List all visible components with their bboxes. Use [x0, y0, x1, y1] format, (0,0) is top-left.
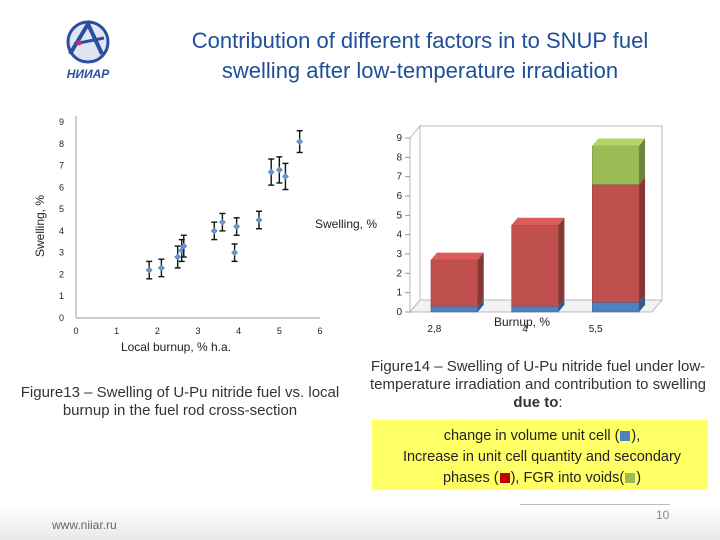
- footer-url[interactable]: www.niiar.ru: [52, 518, 117, 532]
- bar-top-face: [511, 217, 565, 225]
- bar-segment-side: [639, 177, 646, 303]
- bar-x-ticks: 2,8 4 5,5: [427, 324, 603, 335]
- scatter-point: [255, 216, 263, 224]
- bar-y-tick-label: 2: [396, 268, 402, 279]
- bar-segment-side: [558, 217, 565, 307]
- scatter-point: [267, 168, 275, 176]
- bar-segment-side: [639, 295, 646, 312]
- figure14-caption-text: Figure14 – Swelling of U-Pu nitride fuel…: [369, 358, 707, 393]
- bar-chart-bars: [430, 138, 646, 313]
- bar-top-face: [592, 138, 646, 146]
- legend-line-3: phases (), FGR into voids(): [442, 470, 642, 486]
- legend-swatch-green: [625, 473, 636, 484]
- bar-y-tick-label: 6: [396, 191, 402, 202]
- figure14-caption-bold: due to: [513, 394, 559, 411]
- scatter-point: [174, 253, 182, 261]
- bar-y-tick-label: 8: [396, 152, 402, 163]
- scatter-point: [233, 223, 241, 230]
- bar-y-tick-label: 0: [396, 307, 402, 318]
- scatter-y-axis-label: Swelling, %: [33, 195, 47, 257]
- scatter-points: [145, 130, 304, 280]
- bar-y-tick-label: 7: [396, 172, 402, 183]
- bar-segment-side: [477, 299, 484, 312]
- bar-y-tick-label: 4: [396, 230, 402, 241]
- page-number: 10: [656, 508, 670, 522]
- scatter-point: [180, 242, 188, 250]
- scatter-point: [210, 227, 218, 235]
- bar-segment-side: [558, 299, 565, 312]
- title-line-2: swelling after low-temperature irradiati…: [221, 58, 619, 83]
- bar-y-ticks: 0 1 2 3 4 5 6 7 8 9: [396, 133, 410, 318]
- legend-background: [372, 420, 708, 490]
- scatter-y-tick-label: 4: [59, 226, 64, 236]
- scatter-x-tick-label: 3: [195, 326, 200, 336]
- bar-segment: [430, 259, 478, 307]
- figure14-caption: Figure14 – Swelling of U-Pu nitride fuel…: [366, 358, 710, 412]
- scatter-y-tick-label: 6: [59, 182, 64, 192]
- bar-x-tick-label: 5,5: [589, 324, 603, 335]
- niiar-logo: НИИАР: [52, 14, 124, 84]
- scatter-y-ticks: 0 1 2 3 4 5 6 7 8 9: [59, 117, 64, 323]
- legend-line-2: Increase in unit cell quantity and secon…: [402, 449, 682, 465]
- bar-segment-side: [477, 252, 484, 307]
- scatter-y-tick-label: 8: [59, 139, 64, 149]
- figure14-caption-end: :: [558, 394, 563, 411]
- page-title: Contribution of different factors in to …: [140, 26, 700, 86]
- bar-chart-side-wall: [409, 124, 421, 314]
- legend-swatch-red: [499, 473, 510, 484]
- scatter-point: [145, 266, 153, 274]
- figure13-caption: Figure13 – Swelling of U-Pu nitride fuel…: [20, 384, 340, 419]
- scatter-x-tick-label: 5: [277, 326, 282, 336]
- scatter-axes: [75, 116, 320, 319]
- bar-x-axis-label: Burnup, %: [494, 315, 550, 329]
- bar-segment: [592, 302, 640, 313]
- logo-text: НИИАР: [67, 67, 111, 81]
- bar-segment: [592, 145, 640, 185]
- stacked-bar-chart: 0 1 2 3 4 5 6 7 8 9 2,8 4 5,5 Swelling, % Burnup, %: [315, 124, 664, 335]
- bar-segment: [511, 224, 559, 307]
- scatter-y-tick-label: 0: [59, 313, 64, 323]
- scatter-point: [296, 138, 304, 146]
- scatter-x-tick-label: 2: [155, 326, 160, 336]
- legend: change in volume unit cell (), Increase …: [376, 426, 708, 489]
- scatter-y-tick-label: 5: [59, 204, 64, 214]
- scatter-point: [275, 166, 283, 174]
- legend-swatch-blue: [620, 431, 631, 442]
- scatter-point: [282, 173, 289, 180]
- scatter-x-tick-label: 6: [317, 326, 322, 336]
- bar-top-face: [430, 252, 484, 260]
- scatter-y-tick-label: 3: [59, 248, 64, 258]
- bar-segment: [592, 184, 640, 303]
- bar-y-tick-label: 9: [396, 133, 402, 144]
- bar-y-axis-label: Swelling, %: [315, 217, 377, 231]
- scatter-x-tick-label: 0: [73, 326, 78, 336]
- legend-line-1: change in volume unit cell (),: [443, 428, 641, 444]
- scatter-point: [218, 218, 226, 226]
- title-line-1: Contribution of different factors in to …: [191, 28, 649, 53]
- bar-segment: [511, 305, 559, 313]
- footer: [0, 506, 720, 540]
- bar-segment: [430, 305, 478, 313]
- scatter-y-tick-label: 9: [59, 117, 64, 127]
- page-divider: [520, 504, 670, 505]
- scatter-x-tick-label: 1: [114, 326, 119, 336]
- bar-y-tick-label: 1: [396, 288, 402, 299]
- bar-y-tick-label: 3: [396, 249, 402, 260]
- scatter-point: [157, 264, 165, 272]
- scatter-point: [231, 249, 239, 257]
- scatter-y-tick-label: 1: [59, 291, 64, 301]
- bar-x-tick-label: 4: [522, 324, 528, 335]
- scatter-y-tick-label: 7: [59, 161, 64, 171]
- bar-segment-side: [639, 138, 646, 185]
- scatter-y-tick-label: 2: [59, 269, 64, 279]
- bar-y-tick-label: 5: [396, 210, 402, 221]
- bar-x-tick-label: 2,8: [427, 324, 441, 335]
- scatter-chart: 0 1 2 3 4 5 6 7 8 9 0 1 2 3 4 5 6 Swelling, % Local bur…: [33, 116, 323, 354]
- scatter-x-ticks: 0 1 2 3 4 5 6: [73, 326, 322, 336]
- scatter-x-axis-label: Local burnup, % h.a.: [121, 340, 231, 354]
- scatter-x-tick-label: 4: [236, 326, 241, 336]
